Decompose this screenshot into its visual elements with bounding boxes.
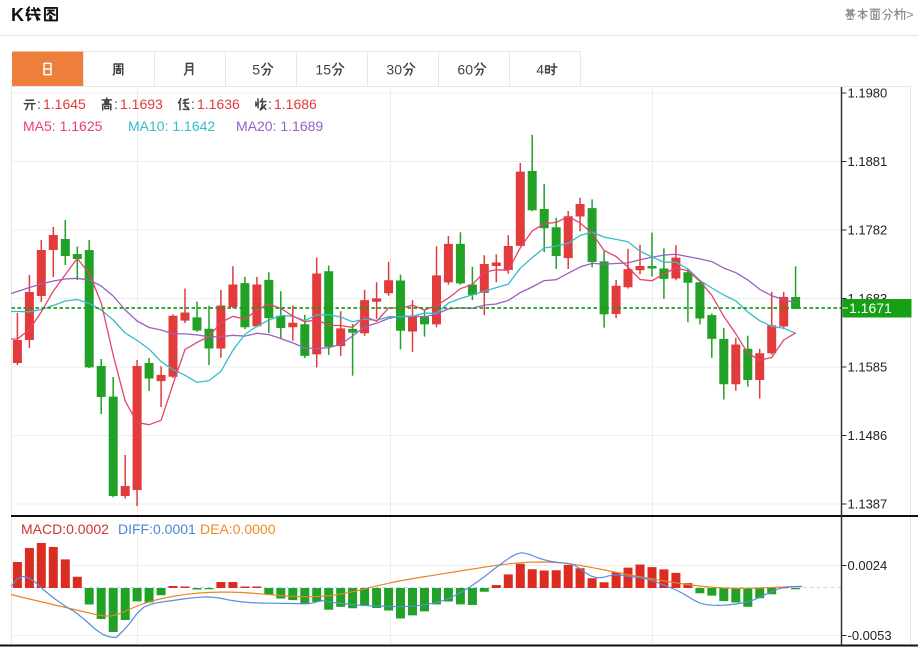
svg-text:MA10: 1.1642: MA10: 1.1642: [128, 118, 215, 134]
svg-text:1.1782: 1.1782: [848, 223, 888, 238]
svg-text:-0.0053: -0.0053: [848, 628, 892, 643]
svg-text:1.1387: 1.1387: [848, 497, 888, 512]
svg-text:5: 5: [252, 62, 260, 78]
svg-text:1.1693: 1.1693: [120, 96, 163, 112]
svg-text:DEA:0.0000: DEA:0.0000: [200, 521, 276, 537]
svg-text::: :: [114, 96, 118, 112]
svg-text::: :: [191, 96, 195, 112]
svg-text:K: K: [11, 5, 24, 25]
svg-text:1.1636: 1.1636: [197, 96, 240, 112]
svg-text:1.1686: 1.1686: [274, 96, 317, 112]
svg-text:1.1671: 1.1671: [849, 300, 892, 316]
svg-text:1.1980: 1.1980: [848, 86, 888, 101]
svg-text:MA5: 1.1625: MA5: 1.1625: [23, 118, 103, 134]
svg-text::: :: [268, 96, 272, 112]
svg-text:MA20: 1.1689: MA20: 1.1689: [236, 118, 323, 134]
svg-text:DIFF:0.0001: DIFF:0.0001: [118, 521, 196, 537]
svg-text:30: 30: [386, 62, 402, 78]
svg-text:15: 15: [315, 62, 331, 78]
svg-text:60: 60: [457, 62, 473, 78]
svg-text:1.1881: 1.1881: [848, 154, 888, 169]
svg-text::: :: [37, 96, 41, 112]
svg-text:>: >: [906, 7, 914, 22]
svg-text:MACD:0.0002: MACD:0.0002: [21, 521, 109, 537]
svg-text:1.1645: 1.1645: [43, 96, 86, 112]
svg-text:0.0024: 0.0024: [848, 558, 888, 573]
svg-text:4: 4: [536, 62, 544, 78]
svg-text:1.1486: 1.1486: [848, 428, 888, 443]
svg-text:1.1585: 1.1585: [848, 360, 888, 375]
